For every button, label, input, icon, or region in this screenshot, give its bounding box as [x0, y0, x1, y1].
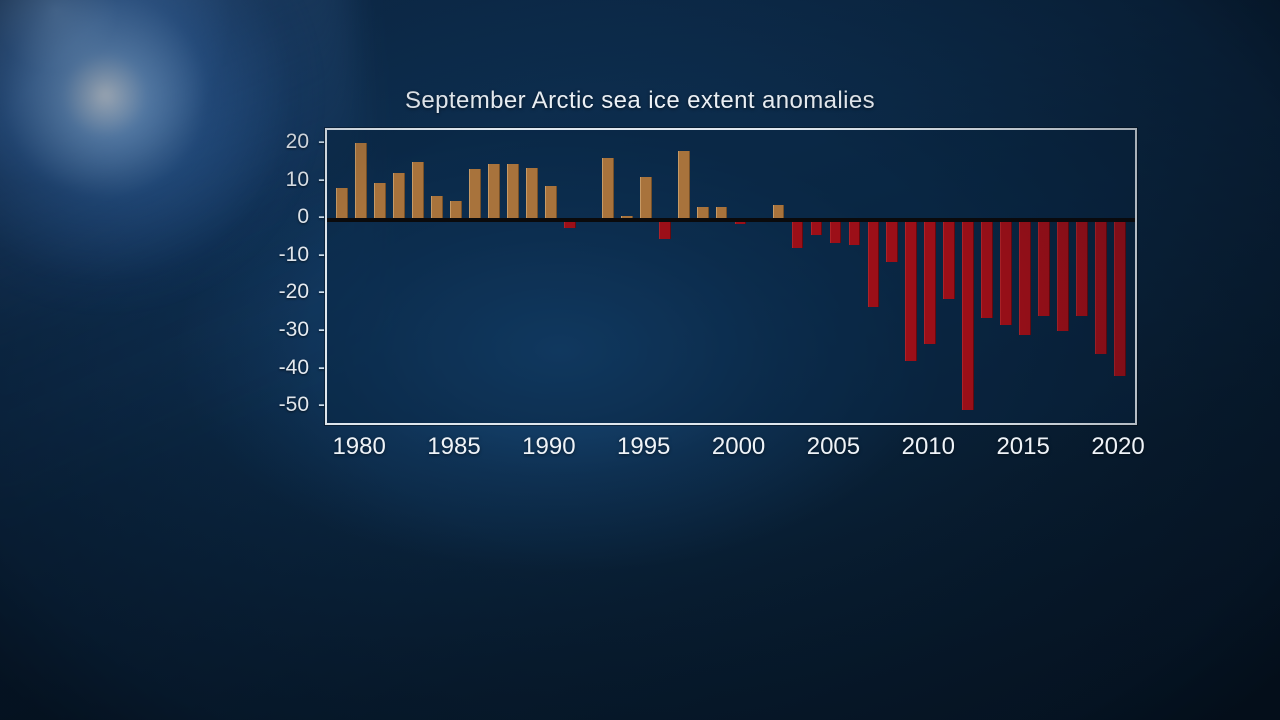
bar	[431, 195, 443, 221]
y-tick-dash-icon: -	[318, 242, 325, 266]
bar	[943, 220, 956, 300]
bar	[336, 188, 349, 221]
y-axis-tick-label: -50 -	[278, 393, 325, 417]
bar	[601, 158, 614, 221]
y-axis: 20 - 10 - 0 - -10 - -20 - -30 - -40 - -50 -	[0, 0, 325, 720]
bar	[469, 169, 481, 221]
x-axis-tick-label: 2005	[806, 433, 861, 460]
y-axis-tick-label: 0 -	[297, 205, 325, 229]
bar	[981, 220, 994, 318]
bar	[355, 143, 368, 221]
y-tick-dash-icon: -	[318, 167, 325, 191]
y-tick-dash-icon: -	[318, 280, 325, 304]
bar	[1095, 220, 1107, 354]
bar	[905, 220, 918, 362]
bar	[658, 220, 671, 240]
bar	[1019, 220, 1032, 335]
zero-baseline	[327, 218, 1135, 223]
x-axis-tick-label: 2020	[1091, 433, 1145, 460]
bar	[1114, 220, 1126, 377]
bar	[829, 220, 842, 243]
bar	[1076, 220, 1088, 317]
y-axis-tick-label: 20 -	[285, 130, 325, 154]
plot-area	[325, 128, 1137, 425]
bar	[526, 167, 538, 221]
x-axis-tick-label: 2000	[711, 433, 766, 460]
bar	[393, 173, 405, 221]
bar	[374, 182, 386, 221]
bar	[488, 163, 500, 221]
y-axis-tick-label: -10 -	[278, 242, 325, 266]
bar	[544, 186, 557, 221]
bar	[962, 220, 975, 411]
bar	[791, 220, 804, 249]
bars-container	[327, 130, 1135, 423]
bar	[507, 163, 519, 221]
x-axis-tick-label: 1985	[427, 433, 481, 460]
y-tick-dash-icon: -	[318, 318, 325, 341]
x-axis-tick-label: 1995	[617, 433, 671, 460]
bar	[886, 220, 899, 262]
y-axis-tick-label: 10 -	[285, 167, 325, 191]
bar	[1038, 220, 1050, 317]
bar	[848, 220, 861, 245]
bar	[867, 220, 880, 307]
y-tick-dash-icon: -	[318, 355, 325, 379]
x-axis-tick-label: 1990	[522, 433, 576, 460]
bar	[677, 150, 690, 221]
bar	[412, 161, 424, 221]
bar	[810, 220, 823, 236]
x-axis-tick-label: 1980	[332, 433, 386, 460]
y-axis-tick-label: -40 -	[278, 355, 325, 379]
y-tick-dash-icon: -	[318, 205, 325, 229]
bar	[639, 176, 652, 221]
x-axis-tick-label: 2015	[996, 433, 1050, 460]
bar	[1057, 220, 1069, 332]
y-axis-tick-label: -20 -	[278, 280, 325, 304]
y-tick-dash-icon: -	[318, 393, 325, 417]
y-axis-tick-label: -30 -	[278, 318, 325, 341]
bar	[1000, 220, 1013, 326]
y-tick-dash-icon: -	[318, 130, 325, 154]
x-axis-tick-label: 2010	[901, 433, 955, 460]
bar	[924, 220, 937, 345]
